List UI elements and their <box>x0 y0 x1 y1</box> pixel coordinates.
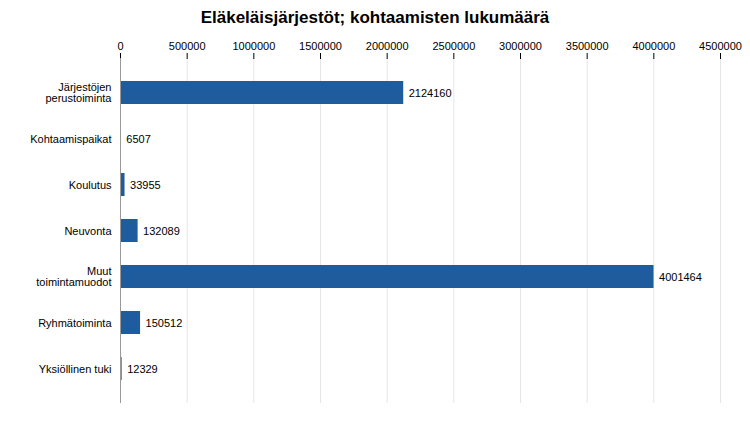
svg-text:150512: 150512 <box>146 317 183 329</box>
svg-text:4500000: 4500000 <box>699 40 742 52</box>
svg-text:33955: 33955 <box>130 179 161 191</box>
svg-text:500000: 500000 <box>169 40 206 52</box>
svg-text:132089: 132089 <box>143 225 180 237</box>
svg-text:Ryhmätoiminta: Ryhmätoiminta <box>38 317 112 329</box>
svg-text:2500000: 2500000 <box>432 40 475 52</box>
svg-text:1500000: 1500000 <box>299 40 342 52</box>
svg-text:4000000: 4000000 <box>632 40 675 52</box>
svg-text:Kohtaamispaikat: Kohtaamispaikat <box>30 133 111 145</box>
svg-text:2124160: 2124160 <box>409 87 452 99</box>
svg-text:Neuvonta: Neuvonta <box>64 225 112 237</box>
svg-text:Koulutus: Koulutus <box>69 179 112 191</box>
svg-text:Yksiöllinen tuki: Yksiöllinen tuki <box>39 363 112 375</box>
svg-text:0: 0 <box>117 40 123 52</box>
svg-text:4001464: 4001464 <box>659 271 702 283</box>
svg-text:12329: 12329 <box>127 363 158 375</box>
svg-text:2000000: 2000000 <box>366 40 409 52</box>
svg-text:3500000: 3500000 <box>566 40 609 52</box>
svg-text:1000000: 1000000 <box>232 40 275 52</box>
svg-text:Muuttoimintamuodot: Muuttoimintamuodot <box>36 265 111 288</box>
svg-text:6507: 6507 <box>126 133 150 145</box>
svg-text:3000000: 3000000 <box>499 40 542 52</box>
svg-text:Järjestöjenperustoiminta: Järjestöjenperustoiminta <box>45 81 112 104</box>
html-text:Eläkeläisjärjestöt; kohtaamist: Eläkeläisjärjestöt; kohtaamisten lukumää… <box>200 8 550 27</box>
